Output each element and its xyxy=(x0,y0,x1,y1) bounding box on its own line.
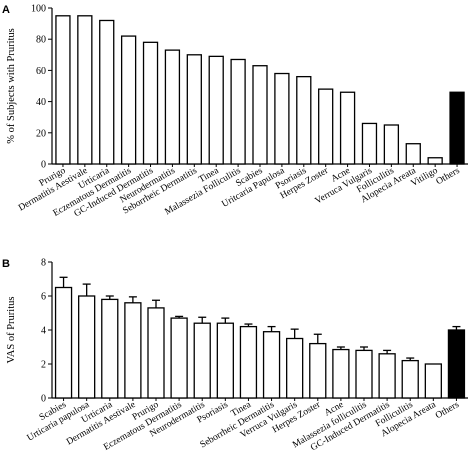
panel-a: A % of Subjects with Pruritus 0 20 40 60 80 100… xyxy=(2,4,468,219)
y-tick-label: 6 xyxy=(41,292,46,303)
bar xyxy=(309,342,327,399)
bar xyxy=(186,54,202,165)
bar xyxy=(77,15,93,165)
bar xyxy=(147,307,165,399)
bar xyxy=(164,49,181,165)
bar xyxy=(54,286,73,399)
bar xyxy=(378,353,396,399)
bar xyxy=(230,58,246,165)
bar xyxy=(99,19,115,165)
bar xyxy=(120,35,137,165)
bar xyxy=(239,325,258,399)
y-tick-label: 4 xyxy=(41,326,46,337)
bar xyxy=(449,91,465,165)
bar xyxy=(361,122,378,165)
bar xyxy=(274,72,290,165)
y-axis-title: VAS of Pruritus xyxy=(6,297,17,364)
bar xyxy=(332,348,350,399)
bar xyxy=(262,331,281,399)
bar xyxy=(405,143,421,165)
category-label: Others xyxy=(434,400,461,421)
y-tick-label: 0 xyxy=(41,394,46,405)
bar xyxy=(124,302,142,399)
category-label: Others xyxy=(435,166,462,187)
bar xyxy=(55,15,71,165)
bar xyxy=(252,65,268,165)
bar xyxy=(427,157,443,165)
bar xyxy=(101,298,119,399)
panel-letter: B xyxy=(2,258,10,270)
bar xyxy=(355,349,373,399)
y-tick-label: 40 xyxy=(36,97,46,108)
bar xyxy=(383,124,400,165)
bar xyxy=(318,88,334,165)
bar xyxy=(78,295,96,399)
y-tick-label: 8 xyxy=(41,258,46,269)
bar xyxy=(193,322,211,399)
bar xyxy=(286,337,304,399)
y-tick-label: 0 xyxy=(41,160,46,171)
bar xyxy=(208,55,224,165)
y-axis-title: % of Subjects with Pruritus xyxy=(6,28,17,144)
bar xyxy=(401,359,419,399)
bar xyxy=(142,41,159,165)
bar xyxy=(296,75,312,165)
bar xyxy=(216,322,234,399)
bar xyxy=(170,317,188,399)
bar xyxy=(339,91,356,165)
bar xyxy=(447,329,466,399)
y-tick-label: 2 xyxy=(41,360,46,371)
y-tick-label: 60 xyxy=(36,66,46,77)
y-tick-label: 100 xyxy=(31,4,46,15)
y-tick-label: 20 xyxy=(36,128,46,139)
bar xyxy=(424,363,442,399)
y-tick-label: 80 xyxy=(36,35,46,46)
panel-letter: A xyxy=(2,4,10,16)
